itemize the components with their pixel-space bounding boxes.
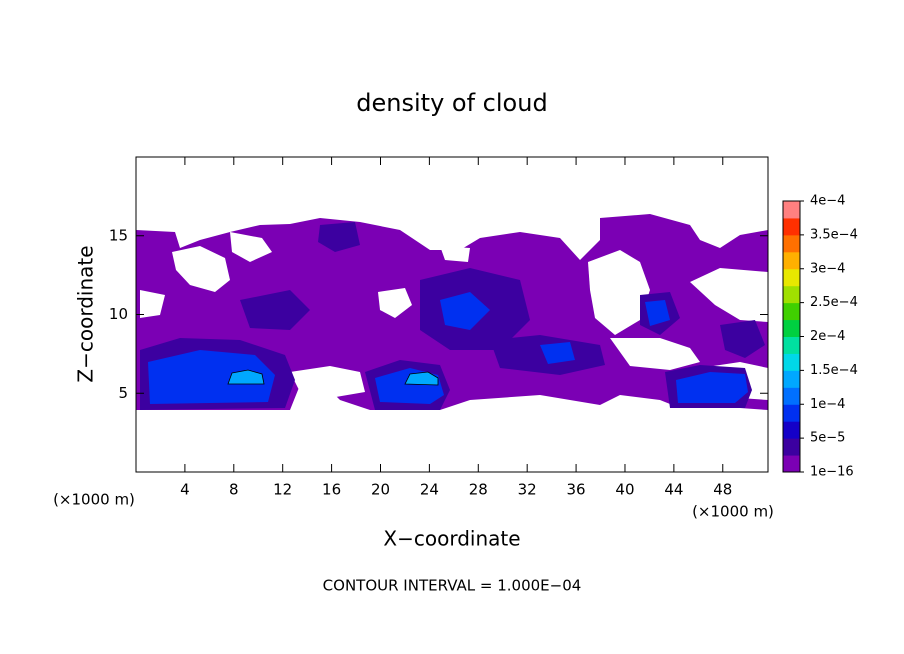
colorbar-tick-label: 2e−4: [810, 329, 845, 344]
colorbar-tick-label: 1e−4: [810, 397, 845, 412]
x-tick-label: 16: [322, 481, 341, 499]
colorbar-band: [783, 285, 800, 304]
colorbar-band: [783, 387, 800, 405]
x-tick-label: 20: [371, 481, 390, 499]
colorbar-band: [783, 370, 800, 388]
empty-regions: [140, 232, 768, 400]
colorbar-tick-label: 3.5e−4: [810, 227, 858, 242]
x-tick-label: 12: [273, 481, 292, 499]
colorbar-band: [783, 455, 800, 473]
colorbar-band: [783, 421, 800, 439]
colorbar-band: [783, 201, 800, 219]
y-tick-label: 5: [118, 384, 128, 402]
x-tick-label: 48: [713, 481, 732, 499]
colorbar-band: [783, 336, 800, 354]
colorbar-band: [783, 234, 800, 253]
colorbar-band: [783, 251, 800, 270]
x-tick-label: 40: [615, 481, 634, 499]
chart-title: density of cloud: [356, 89, 547, 117]
contour-region-high: [148, 292, 748, 404]
y-tick-label: 15: [109, 226, 128, 244]
y-tick-label: 10: [109, 305, 128, 323]
colorbar-band: [783, 319, 800, 337]
x-tick-label: 28: [469, 481, 488, 499]
colorbar-band: [783, 438, 800, 456]
x-tick-label: 32: [518, 481, 537, 499]
x-tick-label: 8: [229, 481, 239, 499]
x-unit-left: (×1000 m): [53, 491, 135, 509]
x-tick-label: 44: [664, 481, 683, 499]
contour-region-peak: [227, 369, 439, 386]
contour-field: [136, 214, 768, 410]
x-tick-label: 36: [567, 481, 586, 499]
colorbar-band: [783, 404, 800, 422]
colorbar-tick-label: 4e−4: [810, 194, 845, 209]
x-axis-title: X−coordinate: [383, 527, 520, 551]
colorbar-band: [783, 217, 800, 236]
x-tick-label: 24: [420, 481, 439, 499]
y-axis-title: Z−coordinate: [74, 245, 98, 382]
colorbar-band: [783, 302, 800, 321]
colorbar-band: [783, 268, 800, 287]
x-unit-right: (×1000 m): [692, 503, 774, 521]
colorbar-tick-label: 1e−16: [810, 465, 854, 480]
x-tick-label: 4: [180, 481, 190, 499]
colorbar-band: [783, 353, 800, 371]
colorbar-tick-label: 1.5e−4: [810, 363, 858, 378]
contour-interval-note: CONTOUR INTERVAL = 1.000E−04: [323, 577, 582, 595]
colorbar-tick-label: 5e−5: [810, 431, 845, 446]
colorbar-tick-label: 2.5e−4: [810, 295, 858, 310]
colorbar-tick-label: 3e−4: [810, 261, 845, 276]
